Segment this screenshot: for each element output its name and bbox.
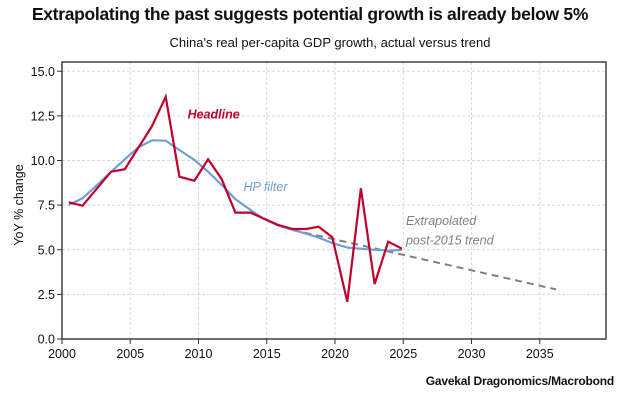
y-tick-label: 2.5 <box>38 288 55 302</box>
source-credit: Gavekal Dragonomics/Macrobond <box>425 374 614 388</box>
hp-filter-line <box>68 139 402 252</box>
annotations: Headline HP filter Extrapolated post-2015 t… <box>188 108 495 248</box>
x-tick-label: 2035 <box>526 347 554 361</box>
y-tick-label: 15.0 <box>31 65 55 79</box>
y-tick-label: 7.5 <box>38 199 55 213</box>
y-tick-label: 5.0 <box>38 243 55 257</box>
x-tick-label: 2030 <box>458 347 486 361</box>
y-tick-label: 12.5 <box>31 109 55 123</box>
extrapolated-post-2015-trend-line <box>292 228 557 291</box>
annotation-label: Headline <box>188 108 240 122</box>
y-tick-label: 0.0 <box>38 333 55 347</box>
series-group <box>68 93 557 302</box>
annotation-label: post-2015 trend <box>405 233 495 247</box>
chart-subtitle: China's real per-capita GDP growth, actu… <box>169 35 491 50</box>
grid <box>62 62 606 339</box>
plot-frame <box>61 61 607 340</box>
x-tick-label: 2005 <box>116 347 144 361</box>
annotation-label: HP filter <box>244 180 289 194</box>
x-tick-label: 2010 <box>185 347 213 361</box>
headline-line <box>68 93 403 302</box>
x-tick-label: 2020 <box>321 347 349 361</box>
y-tick-label: 10.0 <box>31 154 55 168</box>
chart-title: Extrapolating the past suggests potentia… <box>31 4 589 24</box>
x-tick-label: 2025 <box>389 347 417 361</box>
x-tick-label: 2015 <box>253 347 281 361</box>
axes: 0.0 2.5 5.0 7.5 10.0 12.5 15.0 2000 2005 2010 2015… <box>31 61 607 361</box>
x-tick-label: 2000 <box>48 347 76 361</box>
y-axis-label: YoY % change <box>12 164 26 245</box>
annotation-label: Extrapolated <box>406 214 477 228</box>
